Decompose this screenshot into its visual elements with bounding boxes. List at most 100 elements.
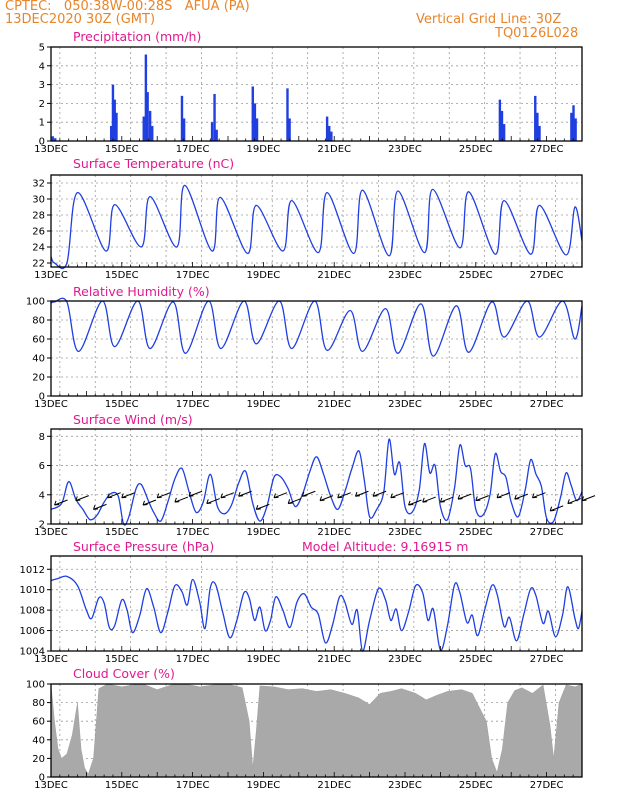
precip-bar <box>146 92 149 141</box>
y-tick-label: 80 <box>32 698 45 709</box>
x-tick-label: 17DEC <box>176 144 210 155</box>
precip-bar <box>144 54 148 141</box>
x-tick-label: 13DEC <box>34 270 68 281</box>
wind-arrow-head <box>567 499 573 505</box>
precip-bar <box>148 110 152 141</box>
header-datetime: 13DEC2020 30Z (GMT) <box>5 12 156 27</box>
wind-arrow-head <box>142 500 148 506</box>
x-tick-label: 27DEC <box>530 527 564 538</box>
y-tick-label: 1006 <box>20 626 45 637</box>
wind-arrow <box>206 498 220 505</box>
wind-arrow-head <box>238 491 244 497</box>
wind-arrow <box>288 498 302 505</box>
wind-arrow-head <box>174 497 180 503</box>
precip-bar <box>325 116 329 141</box>
wind-arrow-head <box>581 496 587 502</box>
wind-arrow-head <box>54 500 60 506</box>
wind-arrow <box>355 490 369 497</box>
panel-title: Relative Humidity (%) <box>73 284 210 299</box>
wind-arrow <box>107 492 121 499</box>
x-tick-label: 19DEC <box>247 399 281 410</box>
y-tick-label: 1 <box>39 118 45 129</box>
precip-bar <box>54 138 57 141</box>
x-tick-label: 19DEC <box>247 144 281 155</box>
wind-arrow <box>475 495 489 502</box>
x-tick-label: 15DEC <box>105 144 139 155</box>
x-tick-label: 25DEC <box>459 144 493 155</box>
y-tick-label: 80 <box>32 316 45 327</box>
x-tick-label: 21DEC <box>317 399 351 410</box>
precip-bar <box>570 112 573 141</box>
x-tick-label: 21DEC <box>317 270 351 281</box>
y-tick-label: 0 <box>39 137 45 148</box>
precip-bar <box>286 88 289 141</box>
y-tick-label: 3 <box>39 80 45 91</box>
y-tick-label: 100 <box>26 680 45 691</box>
wind-arrow <box>75 495 89 502</box>
wind-arrow <box>273 492 288 499</box>
header-station: CPTEC: 050:38W-00:28S AFUA (PA) <box>5 0 250 14</box>
precip-bar <box>111 84 115 141</box>
y-tick-label: 30 <box>32 195 45 206</box>
x-tick-label: 19DEC <box>247 527 281 538</box>
x-tick-label: 21DEC <box>317 654 351 665</box>
wind-arrow-head <box>121 493 127 499</box>
wind-arrow-head <box>354 491 360 497</box>
wind-arrow-head <box>337 493 343 499</box>
y-tick-label: 28 <box>32 211 45 222</box>
panel-title: Cloud Cover (%) <box>73 666 175 681</box>
x-tick-label: 17DEC <box>176 527 210 538</box>
precip-bar <box>115 112 118 141</box>
precip-bar <box>328 125 331 141</box>
x-tick-label: 21DEC <box>317 144 351 155</box>
y-tick-label: 22 <box>32 259 45 270</box>
panel-4: Surface Pressure (hPa) Model Altitude: 9.… <box>20 539 583 665</box>
wind-arrow <box>256 503 270 510</box>
x-tick-label: 25DEC <box>459 780 493 791</box>
panel-3: Surface Wind (m/s) 2 4 6 8 13DEC 15DEC 17DEC 19D… <box>34 412 596 538</box>
precip-bar <box>253 103 257 141</box>
header-grid-info: Vertical Grid Line: 30Z <box>416 12 562 27</box>
cloud-cover-area <box>50 683 583 778</box>
x-tick-label: 23DEC <box>388 144 422 155</box>
y-tick-label: 1008 <box>20 606 45 617</box>
y-tick-label: 1012 <box>20 565 45 576</box>
precip-bar <box>572 105 575 141</box>
wind-arrow-head <box>422 497 428 503</box>
x-tick-label: 27DEC <box>530 399 564 410</box>
y-tick-label: 40 <box>32 354 45 365</box>
x-tick-label: 13DEC <box>34 399 68 410</box>
precip-bar <box>538 125 541 141</box>
wind-arrow-head <box>390 493 396 499</box>
wind-arrow-head <box>531 493 537 499</box>
y-tick-label: 1010 <box>20 585 45 596</box>
wind-arrow-head <box>439 497 445 503</box>
x-tick-label: 23DEC <box>388 527 422 538</box>
x-tick-label: 19DEC <box>247 270 281 281</box>
wind-arrow-head <box>372 491 378 497</box>
precip-bar <box>330 131 333 141</box>
wind-arrow-head <box>287 499 293 505</box>
x-tick-label: 27DEC <box>530 144 564 155</box>
x-tick-label: 23DEC <box>388 399 422 410</box>
wind-arrow-head <box>408 500 414 506</box>
y-tick-label: 4 <box>39 61 45 72</box>
wind-arrow-head <box>255 505 261 510</box>
precip-bar <box>142 116 145 141</box>
wind-arrow <box>302 490 316 497</box>
x-tick-label: 15DEC <box>105 399 139 410</box>
wind-arrow-head <box>188 491 194 497</box>
wind-arrow <box>581 495 596 502</box>
wind-arrow-head <box>514 494 520 500</box>
y-tick-label: 4 <box>39 490 45 501</box>
precip-bar <box>498 99 502 141</box>
precip-bar <box>574 118 577 141</box>
y-tick-label: 2 <box>39 520 45 531</box>
precip-bar <box>51 136 54 141</box>
wind-arrow-head <box>475 496 481 502</box>
x-tick-label: 15DEC <box>105 654 139 665</box>
y-tick-label: 1004 <box>20 647 45 658</box>
wind-arrow <box>440 496 454 503</box>
wind-arrow-head <box>206 499 212 505</box>
wind-arrow <box>390 492 405 499</box>
